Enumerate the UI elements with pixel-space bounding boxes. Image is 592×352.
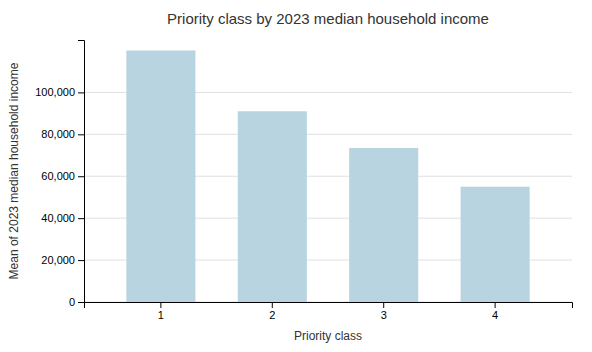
y-axis: 0 20,000 40,000 60,000 80,000 100,000 [35,41,84,309]
x-axis: 1 2 3 4 [85,302,573,321]
x-tick-label: 4 [492,309,498,321]
y-tick: 20,000 [41,254,84,266]
plot-area: 0 20,000 40,000 60,000 80,000 100,000 1 2 3 4 [35,41,572,321]
x-tick-mark [160,302,161,308]
bars [126,50,529,302]
bar [238,111,307,302]
x-tick: 3 [381,302,387,321]
y-tick-label: 20,000 [41,254,75,266]
x-tick-label: 1 [158,309,164,321]
y-tick-label: 0 [69,296,75,308]
y-tick-label: 60,000 [41,170,75,182]
title: Priority class by 2023 median household … [167,10,489,27]
y-tick-label: 100,000 [35,86,75,98]
bar [461,187,530,302]
x-tick-mark [383,302,384,308]
y-tick-label: 80,000 [41,128,75,140]
y-tick-label: 40,000 [41,212,75,224]
x-tick: 4 [492,302,498,321]
x-tick: 2 [269,302,275,321]
x-tick-label: 2 [269,309,275,321]
y-tick: 40,000 [41,212,84,224]
y-tick-mark [78,260,84,261]
x-tick-mark [272,302,273,308]
x-tick-mark [495,302,496,308]
y-tick-mark [78,302,84,303]
x-axis-line [85,303,573,309]
bar [126,50,195,302]
y-tick-mark [78,92,84,93]
bar [349,148,418,302]
y-tick-mark [78,218,84,219]
chart: 0 20,000 40,000 60,000 80,000 100,000 1 2 3 4 Prio… [0,0,592,352]
y-tick: 100,000 [35,86,84,98]
x-tick-label: 3 [381,309,387,321]
x-tick: 1 [158,302,164,321]
y-tick: 0 [69,296,84,308]
y-tick-mark [78,176,84,177]
y-axis-title: Mean of 2023 median household income [7,62,21,279]
x-axis-title: Priority class [294,329,362,343]
y-tick: 80,000 [41,128,84,140]
y-tick-mark [78,134,84,135]
y-axis-line [78,41,85,303]
y-tick: 60,000 [41,170,84,182]
